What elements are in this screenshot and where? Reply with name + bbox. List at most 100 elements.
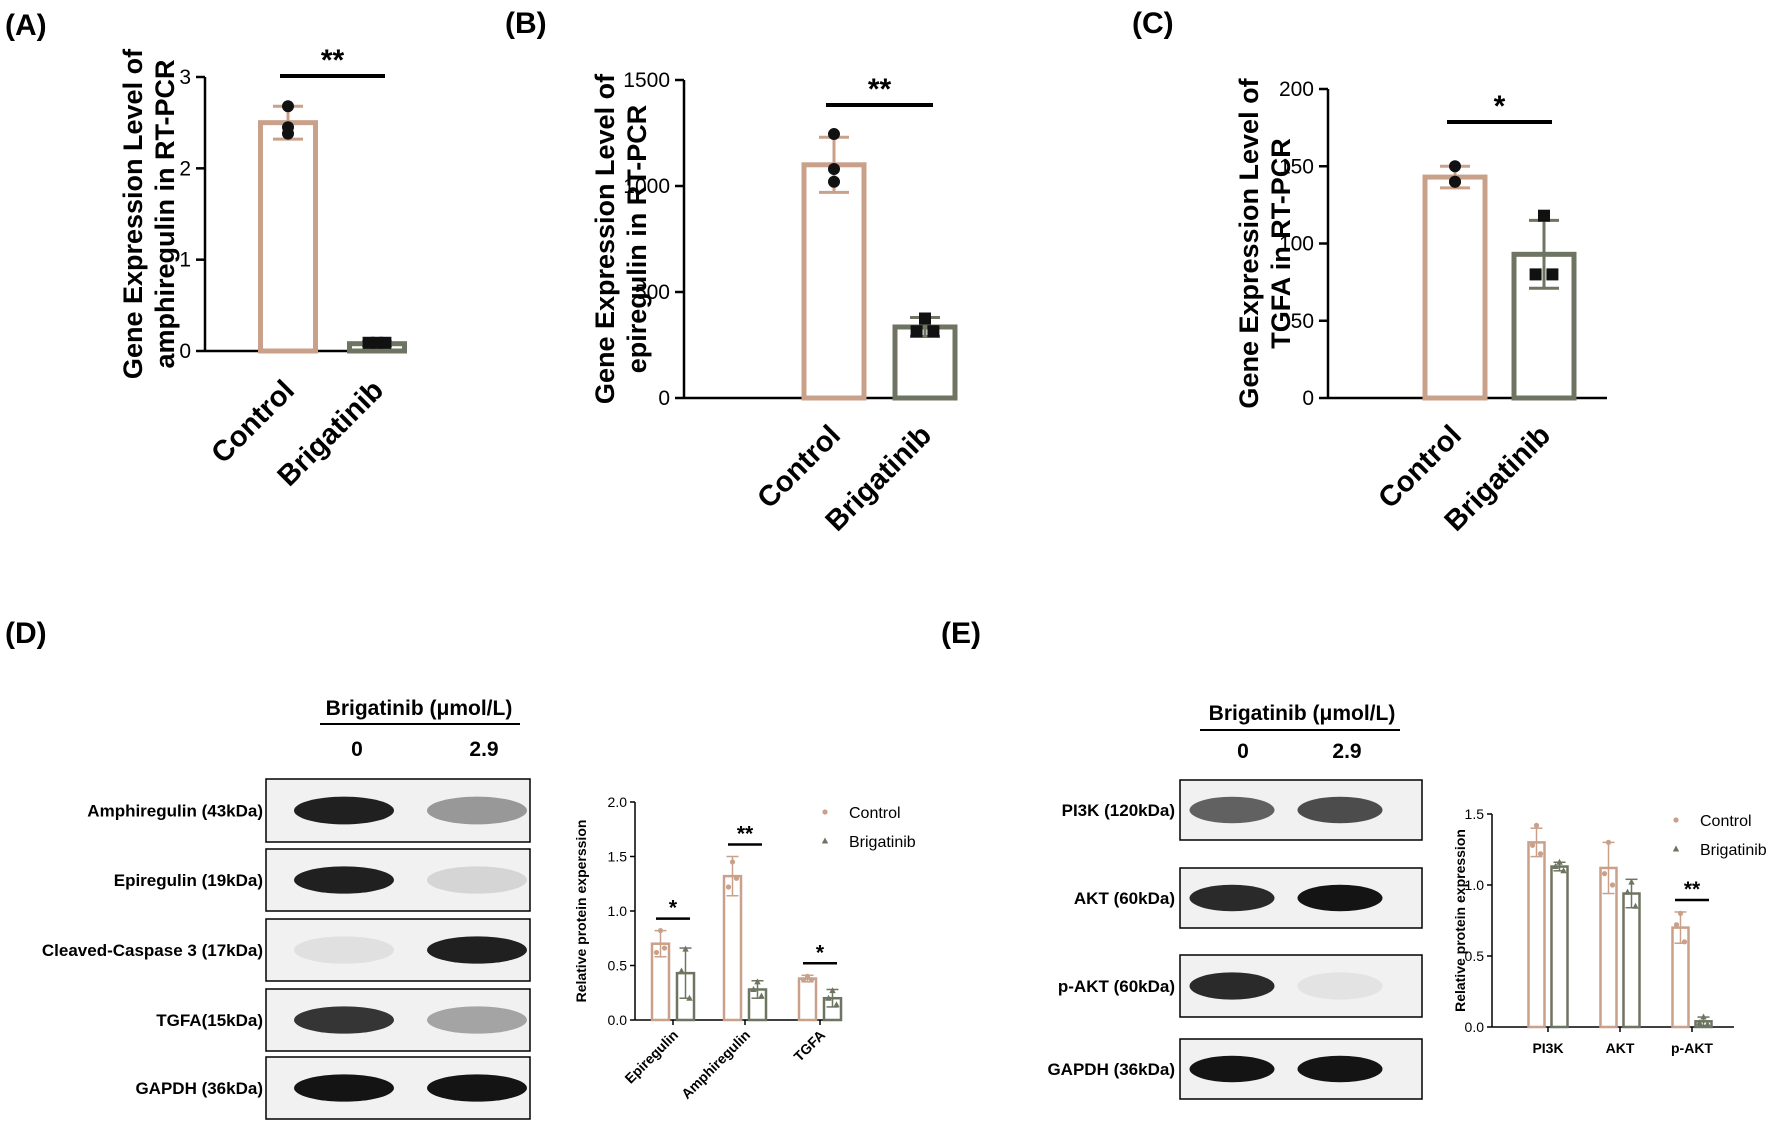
chart-e-data-point (1681, 939, 1688, 945)
blot-d-band (294, 1006, 394, 1034)
chart-e-data-point (1628, 878, 1635, 885)
chart-b-bar-brigatinib (892, 324, 958, 401)
blot-e-band (1297, 1055, 1383, 1083)
chart-d-data-point (653, 949, 660, 956)
blot-d-band (294, 866, 394, 894)
chart-e-legend-marker (1672, 845, 1680, 852)
chart-a-bar-control (258, 120, 318, 354)
chart-b-data-point (828, 175, 840, 188)
chart-a-data-point (282, 100, 294, 113)
chart-e-data-point (1556, 858, 1563, 865)
chart-d-significance-label: * (669, 897, 678, 920)
chart-e-data-point (1673, 922, 1680, 928)
chart-e-legend-label: Brigatinib (1700, 842, 1767, 859)
chart-b-y-tick-label: 500 (635, 281, 670, 304)
chart-d-legend-label: Control (849, 805, 901, 822)
panel-a-label: (A) (5, 9, 47, 42)
chart-d-data-point (686, 994, 693, 1001)
chart-b-y-tick-label: 1500 (623, 69, 670, 92)
chart-e-legend-label: Control (1700, 813, 1752, 830)
chart-a-significance-label: ** (321, 44, 345, 77)
blot-d-band (427, 866, 527, 894)
chart-e-data-point (1677, 910, 1684, 917)
chart-d-data-point (750, 985, 757, 992)
chart-b-y-tick-label: 1000 (623, 175, 670, 198)
panel-e-label: (E) (941, 617, 981, 650)
blot-d-dose-0: 0 (351, 738, 363, 761)
chart-c-data-point (1449, 175, 1461, 188)
chart-e-relative-protein: 0.0 0.5 1.0 1.5 Relative protein expression P… (1452, 806, 1767, 1056)
blot-d-label: GAPDH (36kDa) (135, 1079, 263, 1098)
blot-d-label: TGFA(15kDa) (156, 1011, 263, 1030)
chart-d-data-point (729, 859, 736, 865)
blot-e-band (1189, 972, 1275, 1000)
chart-d-category-label: Amphiregulin (678, 1027, 753, 1102)
chart-d-relative-protein: 0.0 0.5 1.0 1.5 2.0 Relative protein experssi… (573, 794, 916, 1102)
blot-d-dose-2-9: 2.9 (469, 738, 498, 761)
chart-a-y-tick-label: 0 (179, 340, 191, 363)
blot-e-dose-0: 0 (1237, 740, 1249, 763)
chart-d-legend-marker (822, 809, 828, 815)
blot-e-dose-2-9: 2.9 (1332, 740, 1361, 763)
chart-e-category-label: p-AKT (1671, 1040, 1713, 1056)
chart-a-y-label-line: amphiregulin in RT-PCR (150, 59, 180, 368)
chart-d-data-point (678, 967, 685, 974)
chart-b-data-point (927, 325, 940, 338)
blot-e-treatment-header: Brigatinib (μmol/L) (1209, 702, 1396, 725)
chart-b-data-point (828, 128, 840, 141)
chart-e-y-tick-label: 1.0 (1465, 877, 1485, 893)
chart-d-y-tick-label: 2.0 (608, 794, 628, 810)
blot-d-band (294, 796, 394, 825)
panel-d-label: (D) (5, 617, 47, 650)
blot-e-band (1189, 796, 1275, 824)
chart-d-y-tick-label: 1.5 (608, 849, 628, 865)
chart-b-significance-label: ** (868, 73, 892, 106)
blot-e-label: PI3K (120kDa) (1062, 801, 1175, 820)
chart-d-y-tick-label: 0.0 (608, 1012, 628, 1028)
blot-d-treatment-header: Brigatinib (μmol/L) (326, 697, 513, 720)
chart-c-y-label: Gene Expression Level ofTGFA in RT-PCR (1234, 77, 1296, 408)
chart-e-data-point (1624, 888, 1631, 895)
blot-e-band (1189, 1055, 1275, 1083)
chart-c-bar-control (1422, 174, 1488, 401)
chart-d-y-tick-label: 0.5 (608, 958, 628, 974)
blot-e-band (1297, 884, 1383, 912)
blot-d-label: Cleaved-Caspase 3 (17kDa) (42, 941, 263, 960)
chart-e-data-point (1552, 863, 1559, 870)
chart-e-data-point (1696, 1019, 1703, 1026)
chart-c-data-point (1529, 268, 1542, 281)
chart-a-data-point (282, 121, 294, 134)
chart-c-y-tick-label: 0 (1302, 387, 1314, 410)
chart-e-category-label: AKT (1606, 1040, 1635, 1056)
blot-d-band (294, 936, 394, 964)
blot-d-band (427, 1074, 527, 1102)
chart-d-significance-label: * (816, 941, 825, 964)
panel-c-label: (C) (1132, 7, 1174, 40)
chart-d-significance-label: ** (737, 823, 754, 846)
blot-d-row-frame (265, 778, 531, 843)
chart-d-y-label: Relative protein experssion (573, 820, 589, 1003)
chart-c-y-tick-label: 200 (1279, 78, 1314, 101)
western-blot-e: Brigatinib (μmol/L) 0 2.9 PI3K (120kDa) A… (1047, 702, 1423, 1100)
chart-e-data-point (1529, 842, 1536, 848)
chart-d-data-point (804, 973, 811, 980)
chart-d-category-label: Epiregulin (621, 1027, 681, 1087)
chart-e-data-point (1605, 839, 1612, 846)
chart-c-data-point (1538, 209, 1550, 222)
chart-d-data-point (825, 994, 832, 1001)
blot-e-band (1189, 884, 1275, 912)
chart-b-data-point (919, 312, 931, 325)
blot-e-label: GAPDH (36kDa) (1047, 1060, 1175, 1079)
blot-e-label: AKT (60kDa) (1074, 889, 1175, 908)
chart-e-data-point (1700, 1013, 1707, 1020)
chart-e-bar-brigatinib (1550, 865, 1569, 1029)
chart-d-data-point (657, 928, 664, 934)
chart-b-category-control: Control (751, 419, 847, 515)
chart-d-data-point (725, 884, 732, 890)
chart-d-data-point (829, 987, 836, 994)
chart-c-y-tick-label: 150 (1279, 155, 1314, 178)
chart-e-data-point (1632, 902, 1639, 909)
chart-d-data-point (754, 978, 761, 985)
chart-d-data-point (800, 977, 807, 983)
